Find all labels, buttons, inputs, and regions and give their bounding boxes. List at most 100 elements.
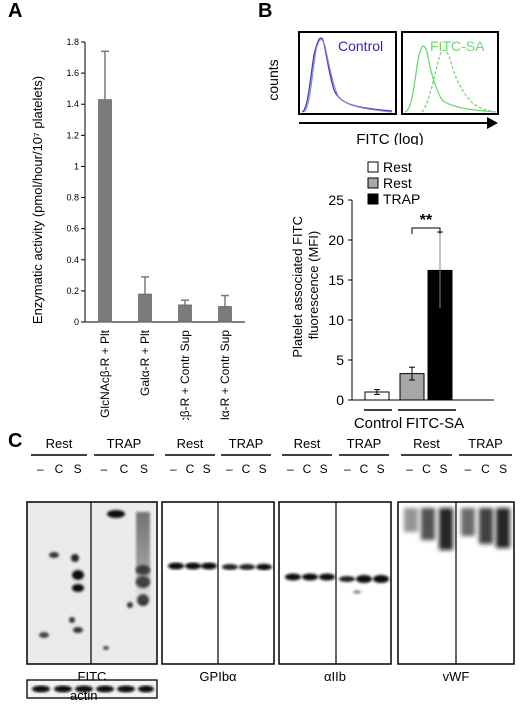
- histogram-fitcsa-curve-1: [404, 45, 496, 113]
- gpiba-band: [168, 562, 184, 570]
- chart-a: Enzymatic activity (pmol/hour/10⁷ platel…: [30, 37, 245, 420]
- lane-label: C: [55, 462, 64, 476]
- lane-label: S: [439, 462, 447, 476]
- histogram-xaxis-label: FITC (log): [356, 131, 424, 145]
- chart-a-category-label: Galα-R + Contr Sup: [218, 330, 232, 420]
- fitc-band: [69, 617, 75, 623]
- chart-a-ytick-label: 0.2: [66, 286, 79, 296]
- chart-a-bar: [218, 306, 232, 323]
- chart-a-ytick-label: 0.8: [66, 193, 79, 203]
- chart-b-ytick-label: 10: [328, 312, 344, 328]
- lane-label: C: [422, 462, 431, 476]
- histogram-fitcsa-curve-2: [421, 49, 497, 113]
- fitc-band: [73, 627, 83, 633]
- lane-group-label: Rest: [177, 436, 204, 451]
- chart-a-bar: [178, 304, 192, 323]
- chart-a-bar: [138, 293, 152, 323]
- aiib-band: [302, 573, 318, 581]
- chart-b-legend-swatch: [367, 161, 379, 173]
- chart-a-category-label: GlcNAcβ-R + Plt: [98, 329, 112, 418]
- chart-a-category-label: GlcNAcβ-R + Contr Sup: [178, 330, 192, 420]
- chart-b-legend-swatch: [367, 177, 379, 189]
- gpiba-band: [185, 562, 201, 570]
- lane-group-label: TRAP: [347, 436, 382, 451]
- chart-a-ytick-label: 1.8: [66, 37, 79, 47]
- chart-b: Platelet associated FITC fluorescence (M…: [290, 159, 494, 432]
- chart-a-bar: [98, 99, 112, 323]
- vwf-smear: [439, 508, 453, 550]
- lane-label: C: [303, 462, 312, 476]
- histogram-control-curve-2: [303, 39, 393, 113]
- chart-a-ytick-label: 0: [74, 317, 79, 327]
- histogram-control-label: Control: [338, 38, 383, 54]
- chart-b-group-label: Control: [354, 415, 402, 432]
- lane-label: –: [406, 462, 413, 476]
- histogram-xaxis-arrowhead: [487, 117, 498, 129]
- fitc-band: [72, 584, 84, 592]
- chart-b-legend-label: Rest: [383, 159, 412, 175]
- lane-label: –: [287, 462, 294, 476]
- lane-label: –: [170, 462, 177, 476]
- chart-b-significance-label: **: [420, 212, 433, 229]
- fitc-band: [39, 632, 49, 638]
- lane-label: –: [37, 462, 44, 476]
- actin-band: [96, 685, 114, 693]
- blot-aiib: αIIb: [278, 501, 392, 684]
- fitc-band: [71, 554, 79, 562]
- aiib-band: [319, 573, 335, 581]
- chart-a-ytick-label: 1.2: [66, 130, 79, 140]
- vwf-smear: [404, 508, 418, 532]
- chart-a-ylabel: Enzymatic activity (pmol/hour/10⁷ platel…: [30, 76, 45, 324]
- vwf-smear: [496, 508, 510, 548]
- chart-a-ytick-label: 1.4: [66, 99, 79, 109]
- aiib-band: [353, 590, 361, 594]
- vwf-smear: [461, 508, 475, 536]
- vwf-smear: [421, 508, 435, 540]
- gpiba-band: [239, 564, 255, 570]
- blot-fitc: FITC: [26, 501, 158, 699]
- lane-label: C: [481, 462, 490, 476]
- chart-a-ytick-label: 1.6: [66, 68, 79, 78]
- blot-gpiba-label: GPIbα: [199, 669, 237, 684]
- chart-b-ytick-label: 25: [328, 192, 344, 208]
- blot-gpiba: GPIbα: [161, 501, 275, 684]
- chart-b-ytick-label: 20: [328, 232, 344, 248]
- lane-group-label: Rest: [46, 436, 73, 451]
- chart-b-ytick-label: 0: [336, 392, 344, 408]
- panel-letter-c: C: [8, 430, 23, 452]
- lane-label: S: [499, 462, 507, 476]
- lane-label: S: [203, 462, 211, 476]
- panel-b-histograms: counts Control FITC-SA FITC (log): [265, 31, 499, 145]
- chart-a-ytick-label: 0.6: [66, 224, 79, 234]
- aiib-band: [285, 573, 301, 581]
- histogram-yaxis-label: counts: [265, 59, 281, 100]
- actin-label: actin: [70, 688, 98, 703]
- fitc-band: [49, 552, 59, 558]
- chart-b-ylabel: Platelet associated FITC fluorescence (M…: [290, 212, 321, 357]
- chart-b-legend-label: Rest: [383, 175, 412, 191]
- chart-a-category-label: Galα-R + Plt: [138, 329, 152, 396]
- lane-label: S: [74, 462, 82, 476]
- lane-label: S: [140, 462, 148, 476]
- lane-label: C: [186, 462, 195, 476]
- chart-b-ytick-label: 15: [328, 272, 344, 288]
- lane-group-label: TRAP: [107, 436, 142, 451]
- blot-aiib-frame: [278, 501, 392, 665]
- fitc-smear: [136, 512, 150, 612]
- lane-group-label: TRAP: [229, 436, 264, 451]
- chart-b-group-label: FITC-SA: [406, 415, 464, 432]
- lane-label: C: [120, 462, 129, 476]
- gpiba-band: [201, 562, 217, 570]
- lane-label: S: [377, 462, 385, 476]
- actin-band: [138, 685, 154, 693]
- fitc-band: [103, 646, 109, 650]
- aiib-band: [339, 576, 355, 582]
- lane-label: C: [242, 462, 251, 476]
- actin-band: [32, 685, 50, 693]
- panel-letter-b: B: [258, 0, 273, 22]
- blot-fitc-frame: [26, 501, 158, 665]
- chart-b-legend-label: TRAP: [383, 191, 420, 207]
- lane-label: –: [101, 462, 108, 476]
- lane-label: –: [464, 462, 471, 476]
